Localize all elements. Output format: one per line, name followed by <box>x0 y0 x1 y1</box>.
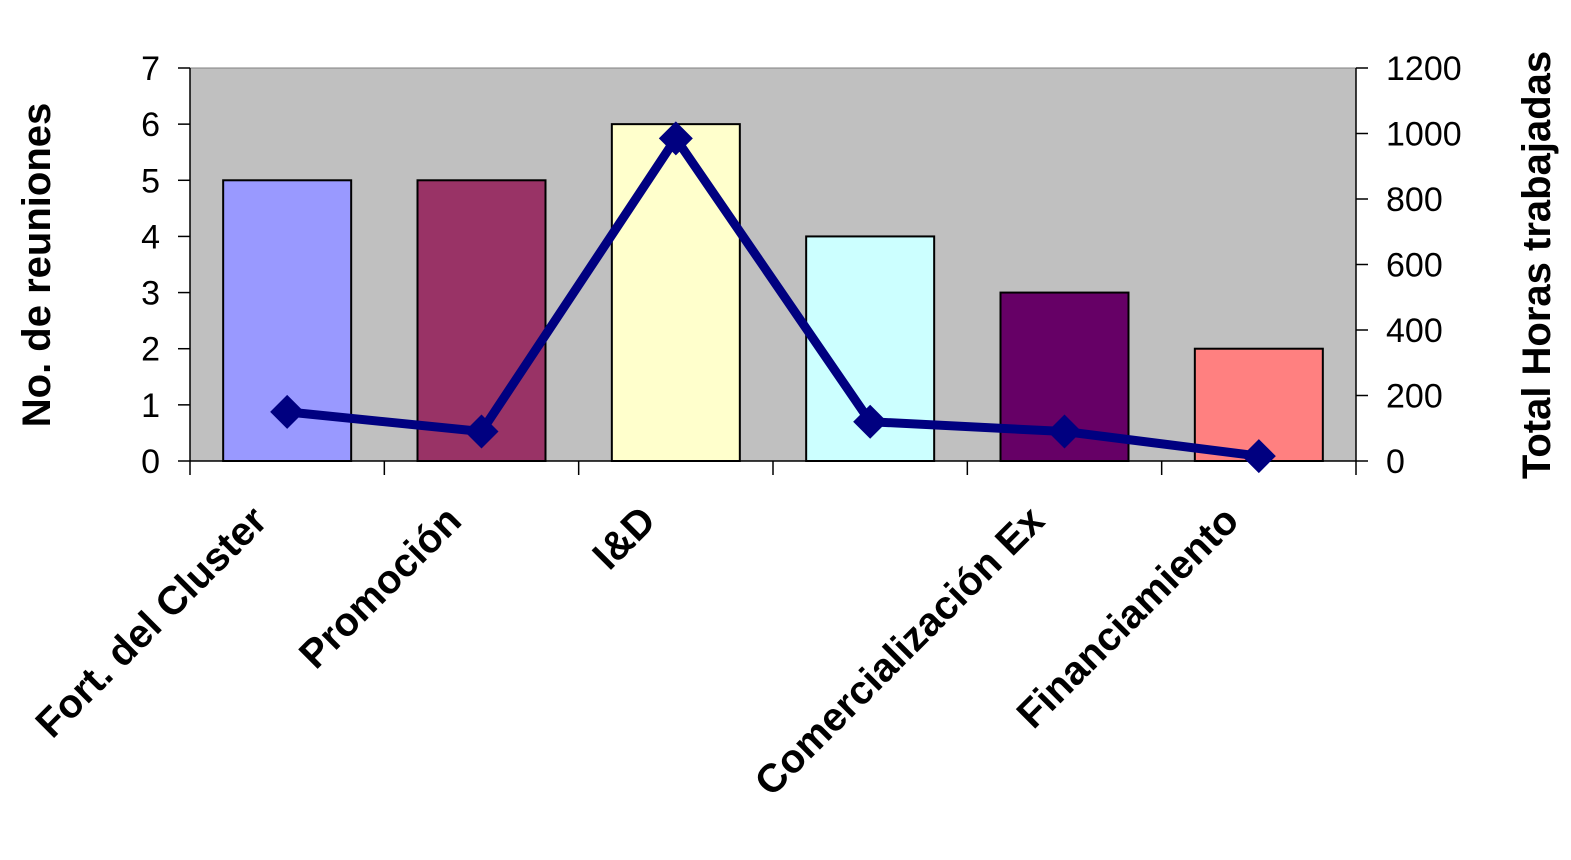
y-axis-title: No. de reuniones <box>15 103 59 428</box>
line-marker-1 <box>270 394 305 429</box>
y2-tick-label-0: 0 <box>1386 443 1405 481</box>
y-tick-label-5: 5 <box>141 162 160 200</box>
y-tick-label-3: 3 <box>141 275 160 313</box>
y2-tick-label-1200: 1200 <box>1386 50 1462 88</box>
x-tick-label-2: Promoción <box>291 498 470 677</box>
line-marker-4 <box>853 404 888 439</box>
y2-tick-label-800: 800 <box>1386 181 1443 219</box>
line-marker-5 <box>1047 414 1082 449</box>
y2-axis-title: Total Horas trabajadas <box>1515 51 1559 479</box>
x-tick-label-5: Comercialización Ex <box>747 498 1053 804</box>
axes <box>178 67 1368 475</box>
y2-tick-label-600: 600 <box>1386 247 1443 285</box>
bar-3 <box>610 123 741 463</box>
y2-tick-label-1000: 1000 <box>1386 116 1462 154</box>
line-marker-3 <box>658 121 693 156</box>
y-tick-label-6: 6 <box>141 106 160 144</box>
y-tick-label-1: 1 <box>141 387 160 425</box>
plot-area <box>189 67 1357 462</box>
y-tick-label-2: 2 <box>141 331 160 369</box>
line-marker-2 <box>464 414 499 449</box>
x-tick-label-3: I&D <box>584 498 664 578</box>
x-tick-label-1: Fort. del Cluster <box>28 498 276 746</box>
line-marker-6 <box>1241 439 1276 474</box>
line-path <box>286 133 1260 461</box>
y-tick-label-7: 7 <box>141 50 160 88</box>
line-series <box>270 121 1276 474</box>
y2-tick-label-400: 400 <box>1386 312 1443 350</box>
bar-2 <box>416 179 547 463</box>
y-tick-label-0: 0 <box>141 443 160 481</box>
y-tick-label-4: 4 <box>141 218 160 256</box>
y2-tick-label-200: 200 <box>1386 378 1443 416</box>
